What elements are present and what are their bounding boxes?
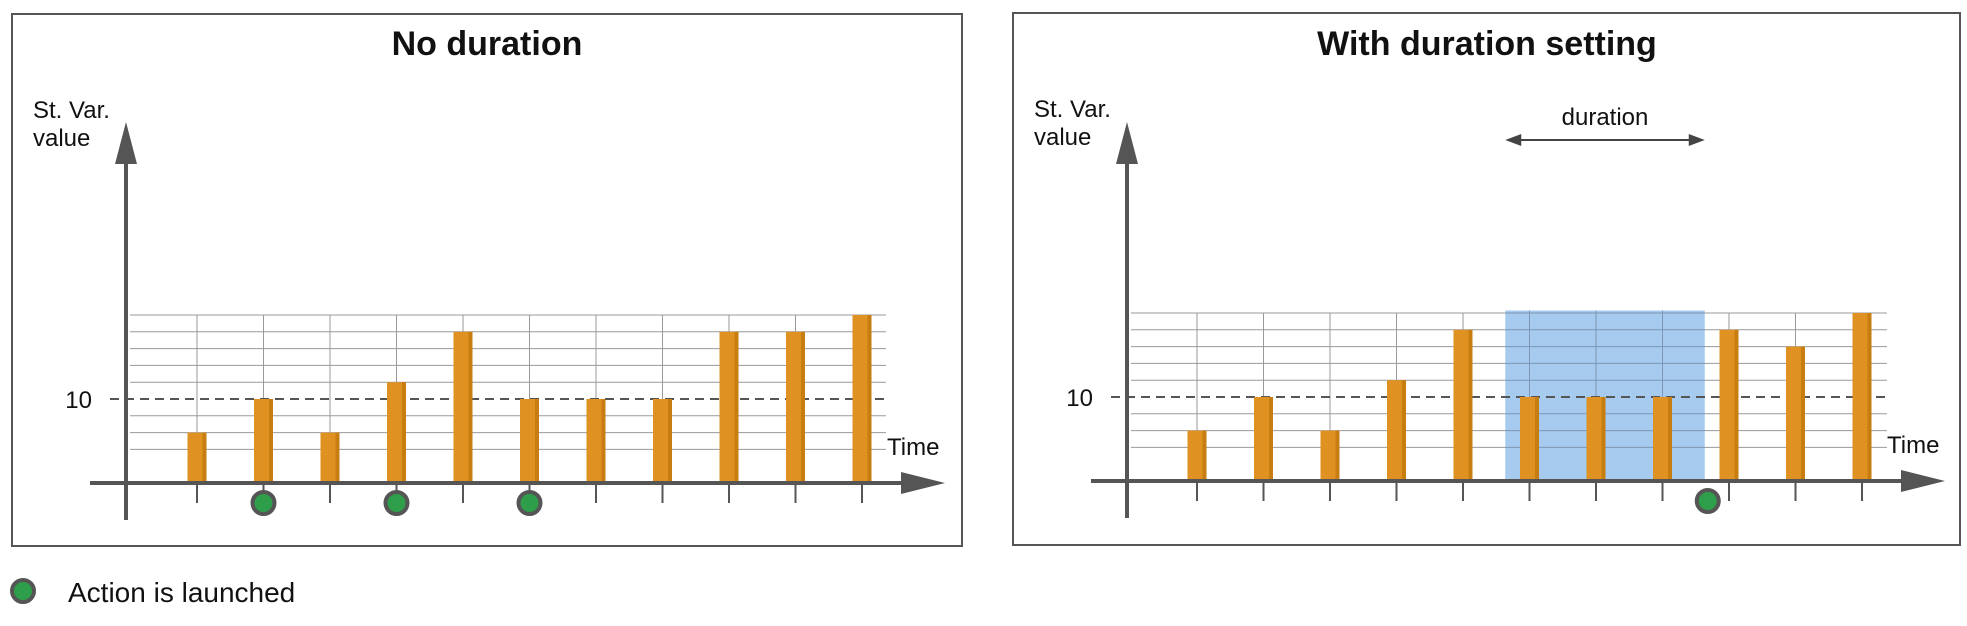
panel-with-duration: With duration setting duration 10 St. Var.… [1012,12,1961,546]
threshold-label: 10 [65,387,92,414]
bar-shade [1402,380,1406,481]
bar [320,432,340,483]
bar-shade [1734,329,1739,481]
x-axis-label: Time [887,434,939,461]
panel-frame [1012,12,1961,546]
bar [1852,313,1872,481]
bar-shade [867,315,872,483]
action-marker-icon [10,578,36,604]
bar [1387,380,1406,481]
duration-arrow-right-icon [1688,134,1705,146]
bar [852,315,872,483]
action-marker-icon [383,490,410,516]
y-axis-label: value [1034,124,1091,151]
duration-arrow-left-icon [1505,134,1522,146]
panel-title: With duration setting [1317,25,1657,63]
bar-shade [1535,397,1539,481]
bar [1187,430,1207,481]
legend-label: Action is launched [68,577,295,608]
plot-area: 10 St. Var.value Time [33,97,945,520]
bar-shade [402,382,406,483]
bar [187,432,207,483]
bar-shade [1269,397,1273,481]
x-axis-arrow-icon [901,472,945,494]
duration-label: duration [1562,104,1649,131]
bar [719,331,739,483]
y-axis-label: St. Var. [33,97,110,124]
bar [387,382,406,483]
y-axis-label: St. Var. [1034,96,1111,123]
bar [1320,430,1340,481]
bar [1254,397,1273,481]
bar [453,331,473,483]
bar [1719,329,1739,481]
bar-shade [1468,329,1473,481]
bar-shade [269,399,273,483]
y-axis-label: value [33,125,90,152]
bar-shade [1801,346,1805,481]
threshold-label: 10 [1066,385,1093,412]
action-marker-icon [250,490,277,516]
bar [786,331,805,483]
bar-shade [801,331,805,483]
bar-shade [335,432,340,483]
panel-frame [11,13,963,547]
bar [1653,397,1672,481]
y-axis-arrow-icon [115,122,137,164]
legend: Action is launched [10,577,295,608]
bar-shade [1335,430,1340,481]
plot-area: duration 10 St. Var.value Time [1034,96,1945,518]
bar [520,399,539,483]
x-axis-label: Time [1887,432,1939,459]
bar-shade [668,399,672,483]
bar-shade [202,432,207,483]
bar-shade [535,399,539,483]
bar-shade [1202,430,1207,481]
bar [254,399,273,483]
panel-no-duration: No duration 10 St. Var.value Time [11,13,963,547]
action-marker-icon [516,490,543,516]
bar [1453,329,1473,481]
bar-shade [734,331,739,483]
bar [1786,346,1805,481]
bar-shade [601,399,606,483]
bar [653,399,672,483]
action-marker-icon [1694,488,1721,514]
bar-shade [1668,397,1672,481]
bar-shade [1867,313,1872,481]
bar-shade [1601,397,1606,481]
bar-shade [468,331,473,483]
y-axis-arrow-icon [1116,122,1138,164]
bar [1586,397,1606,481]
bar [1520,397,1539,481]
panel-title: No duration [392,25,583,63]
bar [586,399,606,483]
x-axis-arrow-icon [1901,470,1945,492]
